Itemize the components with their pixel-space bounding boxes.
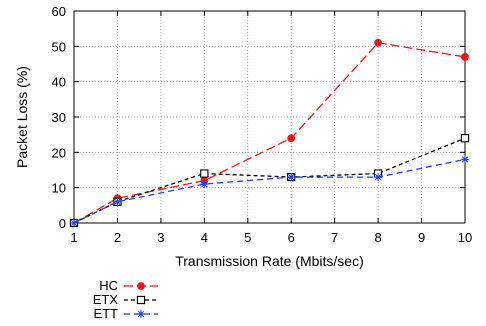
marker-point [137,282,145,290]
asterisk-stroke [461,156,469,163]
marker-point [461,53,469,61]
asterisk-stroke [374,173,382,181]
asterisk-stroke [137,310,145,318]
legend-item-etx: ETX [93,292,158,307]
x-tick-labels: 1 2 3 4 5 6 7 8 9 10 [70,230,472,245]
x-tick-label: 7 [331,230,338,245]
axis-ticks [73,10,466,224]
x-tick-label: 2 [114,230,121,245]
marker-point [287,173,296,181]
legend-label: HC [99,278,118,293]
asterisk-stroke [114,198,121,205]
marker-point [374,173,382,181]
y-tick-label: 30 [52,110,66,125]
x-tick-label: 6 [288,230,295,245]
x-tick-label: 9 [418,230,425,245]
y-tick-labels: 0 10 20 30 40 50 60 [52,4,66,231]
series-hc [70,38,469,227]
y-tick-label: 0 [59,216,66,231]
asterisk-stroke [288,173,295,181]
marker-point [137,310,145,318]
y-tick-label: 50 [52,39,66,54]
legend-label: ETX [93,292,119,307]
legend-item-ett: ETT [93,306,158,321]
marker-point [200,180,209,188]
marker-point [70,219,78,227]
y-tick-label: 10 [52,181,66,196]
x-tick-label: 10 [458,230,472,245]
y-tick-label: 40 [52,75,66,90]
series-line [73,158,466,224]
series-layer [69,38,470,228]
x-tick-label: 5 [244,230,251,245]
marker-point [460,134,470,143]
series-line [73,42,466,224]
marker-point [200,169,209,178]
y-tick-label: 20 [52,145,66,160]
marker-point [461,155,469,164]
x-tick-label: 3 [157,230,164,245]
x-tick-label: 1 [70,230,77,245]
x-axis-label: Transmission Rate (Mbits/sec) [175,253,364,269]
asterisk-stroke [201,181,208,188]
legend-label: ETT [93,306,118,321]
marker-point [113,198,122,206]
series-ett [70,155,469,227]
series-line [73,137,466,224]
x-tick-label: 8 [374,230,381,245]
legend-item-hc: HC [99,278,158,293]
y-tick-label: 60 [52,4,66,19]
marker-point [374,38,383,47]
grid [74,11,465,223]
marker-point [136,295,146,305]
marker-point [287,134,296,143]
x-tick-label: 4 [201,230,208,245]
asterisk-stroke [70,219,78,227]
y-axis-label: Packet Loss (%) [14,66,30,168]
